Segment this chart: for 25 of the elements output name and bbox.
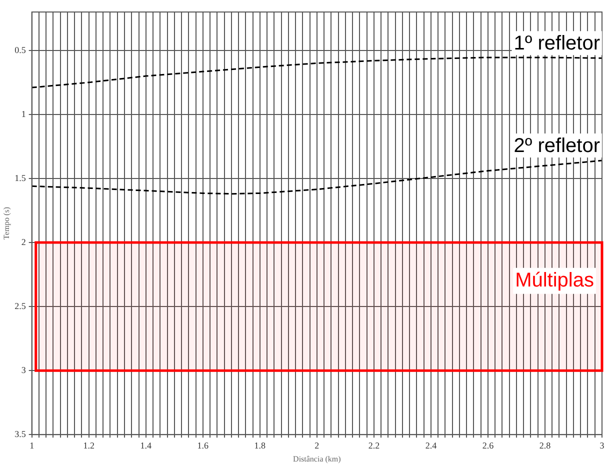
x-tick-label: 2.8 — [539, 440, 552, 450]
x-tick-label: 1.8 — [254, 440, 266, 450]
y-tick-label: 3.5 — [14, 428, 26, 439]
y-tick-label: 2 — [21, 236, 26, 247]
y-tick-label: 1 — [21, 108, 26, 119]
x-tick-label: 2.6 — [482, 440, 494, 450]
series-label: 2º refletor — [514, 135, 600, 158]
x-tick-label: 2.4 — [425, 440, 438, 450]
x-tick-label: 1.4 — [140, 440, 152, 450]
band-label: Múltiplas — [515, 269, 594, 292]
y-tick-label: 3 — [21, 364, 26, 375]
x-tick-label: 1.2 — [83, 440, 94, 450]
x-tick-label: 2.2 — [368, 440, 380, 450]
x-tick-label: 1.6 — [197, 440, 210, 450]
x-axis-title: Distância (km) — [293, 454, 342, 464]
y-tick-label: 0.5 — [14, 44, 26, 55]
x-tick-label: 1 — [30, 440, 34, 450]
series-label: 1º refletor — [514, 32, 600, 55]
x-tick-label: 2 — [314, 440, 320, 450]
line-series — [32, 56, 602, 88]
y-axis-title: Tempo (s) — [2, 206, 11, 240]
line-series — [32, 160, 602, 195]
y-tick-label: 2.5 — [14, 300, 26, 311]
x-tick-label: 3 — [600, 440, 605, 450]
y-tick-label: 1.5 — [14, 172, 26, 183]
